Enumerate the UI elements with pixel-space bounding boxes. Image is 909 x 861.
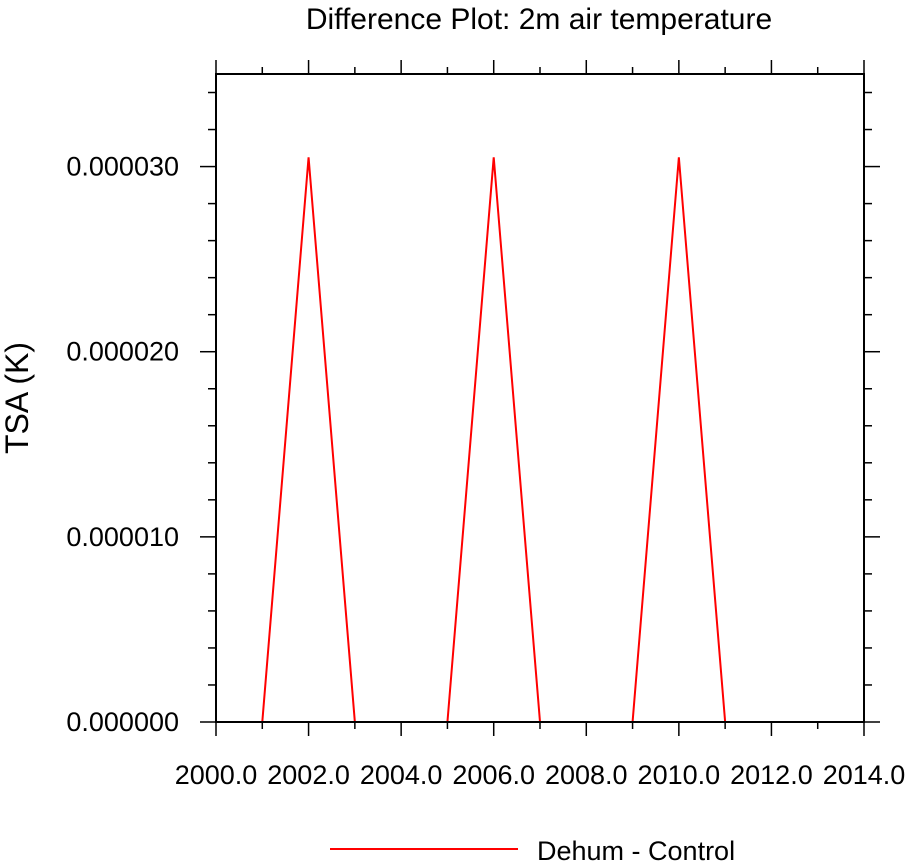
y-tick-label: 0.000010 bbox=[66, 522, 179, 552]
x-tick-label: 2014.0 bbox=[823, 760, 906, 790]
legend-label-dehum-control: Dehum - Control bbox=[537, 836, 735, 861]
x-tick-label: 2008.0 bbox=[545, 760, 628, 790]
plot-frame bbox=[215, 73, 865, 723]
y-tick-label: 0.000030 bbox=[66, 152, 179, 182]
x-tick-label: 2004.0 bbox=[360, 760, 443, 790]
x-tick-label: 2012.0 bbox=[730, 760, 813, 790]
series-line-dehum-control bbox=[261, 157, 864, 723]
x-tick-label: 2010.0 bbox=[638, 760, 721, 790]
y-axis-label: TSA (K) bbox=[0, 342, 35, 454]
x-tick-label: 2002.0 bbox=[267, 760, 350, 790]
axis-tick-labels: 2000.0 2002.0 2004.0 2006.0 2008.0 2010.0 2012… bbox=[66, 152, 905, 790]
legend: Dehum - Control bbox=[330, 836, 735, 861]
y-tick-label: 0.000020 bbox=[66, 337, 179, 367]
x-tick-label: 2006.0 bbox=[452, 760, 535, 790]
x-tick-label: 2000.0 bbox=[175, 760, 258, 790]
y-tick-label: 0.000000 bbox=[66, 707, 179, 737]
chart-title: Difference Plot: 2m air temperature bbox=[306, 3, 772, 36]
series-layer bbox=[261, 157, 864, 723]
axis-ticks bbox=[200, 60, 880, 736]
